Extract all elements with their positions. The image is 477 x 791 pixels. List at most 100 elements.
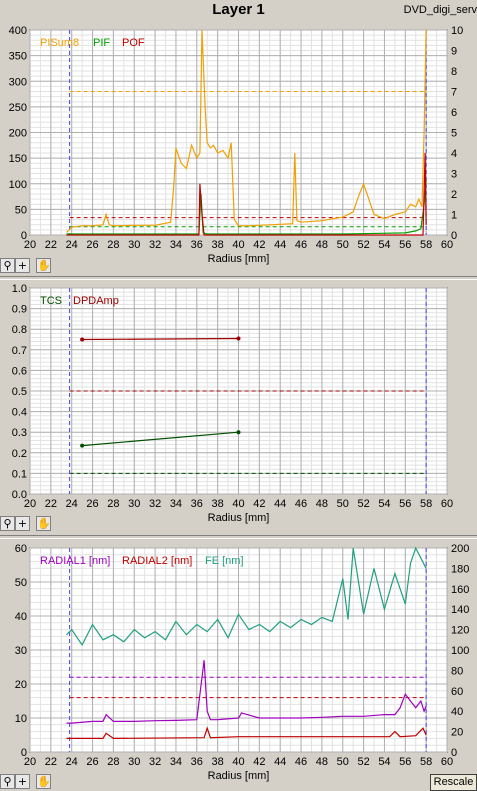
- series-line-2: [66, 546, 427, 647]
- x-tick-label: 24: [66, 498, 78, 510]
- y-tick-label: 0.2: [12, 448, 27, 460]
- y2-tick-label: 80: [451, 665, 463, 677]
- legend-entry: RADIAL1 [nm]: [40, 555, 110, 567]
- y-tick-label: 250: [9, 102, 27, 114]
- y-tick-label: 1.0: [12, 283, 27, 295]
- x-tick-label: 34: [170, 756, 182, 768]
- x-tick-label: 40: [232, 239, 244, 251]
- rescale-button[interactable]: Rescale: [430, 774, 477, 791]
- y-tick-label: 0.1: [12, 468, 27, 480]
- y-tick-label: 20: [15, 679, 27, 691]
- data-point: [80, 443, 85, 448]
- x-tick-label: 26: [86, 239, 98, 251]
- x-tick-label: 46: [295, 239, 307, 251]
- x-tick-label: 60: [441, 498, 453, 510]
- x-tick-label: 44: [274, 498, 286, 510]
- x-tick-label: 58: [420, 239, 432, 251]
- chart-3[interactable]: 20 22 24 26 28 30 32 34 36 38 40 42 44 46 48 50 52 54 56 58…: [0, 538, 477, 791]
- chart-toolbar-1: ⚲ + ✋: [0, 258, 60, 275]
- series-line-0: [66, 29, 427, 233]
- x-tick-label: 36: [191, 498, 203, 510]
- x-tick-label: 56: [399, 498, 411, 510]
- x-tick-label: 34: [170, 498, 182, 510]
- x-tick-label: 48: [316, 756, 328, 768]
- x-tick-label: 30: [128, 239, 140, 251]
- y-tick-label: 0.8: [12, 324, 27, 336]
- y2-tick-label: 100: [451, 645, 469, 657]
- y2-tick-label: 0: [451, 230, 457, 242]
- x-axis-label: Radius [mm]: [208, 253, 270, 265]
- x-tick-label: 28: [107, 239, 119, 251]
- x-tick-label: 22: [45, 239, 57, 251]
- plus-icon[interactable]: +: [15, 258, 30, 273]
- y2-tick-label: 20: [451, 727, 463, 739]
- y2-tick-label: 8: [451, 66, 457, 78]
- y2-tick-label: 7: [451, 87, 457, 99]
- y-tick-label: 350: [9, 51, 27, 63]
- y-tick-label: 200: [9, 128, 27, 140]
- page-title: Layer 1: [212, 1, 265, 18]
- x-tick-label: 48: [316, 498, 328, 510]
- y-tick-label: 0: [21, 747, 27, 759]
- series-line-1: [66, 726, 427, 740]
- y2-tick-label: 4: [451, 148, 457, 160]
- y-tick-label: 150: [9, 153, 27, 165]
- x-tick-label: 24: [66, 756, 78, 768]
- x-tick-label: 20: [24, 498, 36, 510]
- x-tick-label: 56: [399, 756, 411, 768]
- hand-icon[interactable]: ✋: [36, 258, 51, 273]
- x-tick-label: 20: [24, 756, 36, 768]
- x-tick-label: 54: [378, 756, 390, 768]
- series-line-1: [82, 337, 239, 341]
- y-tick-label: 0.7: [12, 345, 27, 357]
- x-tick-label: 28: [107, 498, 119, 510]
- legend-entry: PISum8: [40, 37, 79, 49]
- title-bar: Layer 1 DVD_digi_serv: [0, 0, 477, 22]
- x-tick-label: 48: [316, 239, 328, 251]
- x-tick-label: 26: [86, 498, 98, 510]
- y2-tick-label: 1: [451, 210, 457, 222]
- data-point: [236, 336, 241, 341]
- x-axis-label: Radius [mm]: [208, 770, 270, 782]
- x-tick-label: 50: [337, 239, 349, 251]
- x-tick-label: 34: [170, 239, 182, 251]
- x-tick-label: 32: [149, 756, 161, 768]
- series-line-0: [82, 431, 239, 447]
- x-tick-label: 54: [378, 239, 390, 251]
- plus-icon[interactable]: +: [15, 516, 30, 531]
- chart-toolbar-2: ⚲ + ✋: [0, 516, 60, 533]
- y2-tick-label: 180: [451, 563, 469, 575]
- chart-1[interactable]: 20 22 24 26 28 30 32 34 36 38 40 42 44 46 48 50 52 54 56 58…: [0, 22, 477, 275]
- x-tick-label: 22: [45, 756, 57, 768]
- x-tick-label: 58: [420, 756, 432, 768]
- x-tick-label: 38: [212, 239, 224, 251]
- x-tick-label: 36: [191, 756, 203, 768]
- legend-entry: DPDAmp: [73, 295, 119, 307]
- y2-tick-label: 160: [451, 584, 469, 596]
- zoom-icon[interactable]: ⚲: [0, 774, 15, 789]
- x-tick-label: 20: [24, 239, 36, 251]
- x-tick-label: 58: [420, 498, 432, 510]
- x-tick-label: 46: [295, 498, 307, 510]
- hand-icon[interactable]: ✋: [36, 516, 51, 531]
- y2-tick-label: 5: [451, 128, 457, 140]
- zoom-icon[interactable]: ⚲: [0, 258, 15, 273]
- x-tick-label: 52: [357, 756, 369, 768]
- zoom-icon[interactable]: ⚲: [0, 516, 15, 531]
- x-tick-label: 28: [107, 756, 119, 768]
- x-tick-label: 36: [191, 239, 203, 251]
- x-tick-label: 50: [337, 756, 349, 768]
- y2-tick-label: 3: [451, 169, 457, 181]
- x-tick-label: 52: [357, 498, 369, 510]
- plus-icon[interactable]: +: [15, 774, 30, 789]
- y2-tick-label: 9: [451, 46, 457, 58]
- y2-tick-label: 40: [451, 706, 463, 718]
- y2-tick-label: 0: [451, 747, 457, 759]
- x-tick-label: 24: [66, 239, 78, 251]
- chart-2[interactable]: 20 22 24 26 28 30 32 34 36 38 40 42 44 46 48 50 52 54 56 58…: [0, 280, 477, 535]
- x-tick-label: 40: [232, 498, 244, 510]
- y-tick-label: 0.5: [12, 386, 27, 398]
- y-tick-label: 50: [15, 577, 27, 589]
- x-tick-label: 54: [378, 498, 390, 510]
- hand-icon[interactable]: ✋: [36, 774, 51, 789]
